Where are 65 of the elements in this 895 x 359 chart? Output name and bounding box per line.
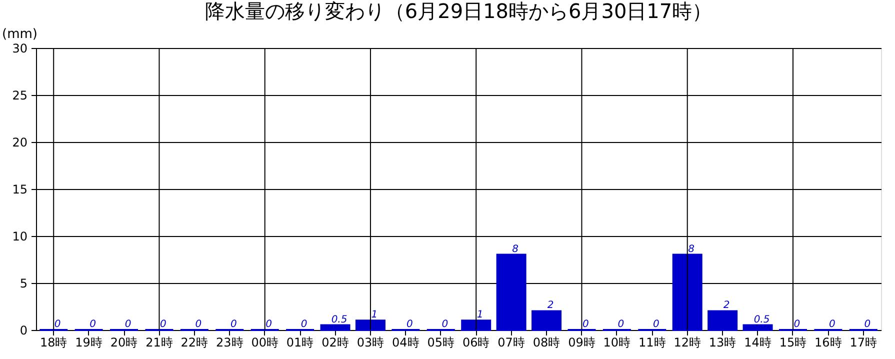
y-tick-label: 20 <box>12 136 28 150</box>
y-tick-label: 25 <box>12 88 28 102</box>
x-tick-label: 09時 <box>568 336 596 350</box>
data-label: 0 <box>195 319 202 330</box>
x-tick-label: 01時 <box>286 336 314 350</box>
data-label: 0 <box>618 319 624 330</box>
x-tick-label: 17時 <box>850 336 878 350</box>
x-tick-label: 07時 <box>498 336 525 350</box>
data-label: 0 <box>652 319 660 330</box>
x-tick-label: 15時 <box>779 336 807 350</box>
data-label: 2 <box>723 300 730 312</box>
data-label: 0 <box>90 319 96 330</box>
data-label: 0 <box>864 319 871 330</box>
x-tick-label: 19時 <box>75 336 102 350</box>
bar <box>532 310 562 331</box>
data-label: 8 <box>512 244 518 255</box>
bar <box>320 324 350 331</box>
y-tick-label: 15 <box>12 182 28 196</box>
data-label: 0 <box>794 319 800 330</box>
data-label: 0 <box>442 319 448 330</box>
chart-title: 降水量の移り変わり（6月29日18時から6月30日17時） <box>204 0 712 23</box>
bar <box>355 320 386 331</box>
y-tick-label: 10 <box>12 230 28 244</box>
x-tick-label: 05時 <box>427 336 455 350</box>
data-label: 0 <box>230 319 237 330</box>
bar <box>708 310 738 331</box>
data-label: 0 <box>829 319 836 330</box>
data-label: 1 <box>476 310 484 321</box>
x-tick-label: 23時 <box>216 336 244 350</box>
x-tick-label: 03時 <box>356 336 384 350</box>
x-tick-label: 08時 <box>532 336 560 350</box>
x-tick-label: 14時 <box>744 336 772 350</box>
data-label: 0 <box>300 319 308 330</box>
x-tick-label: 18時 <box>40 336 68 350</box>
x-tick-label: 02時 <box>322 336 349 350</box>
data-label: 0 <box>406 319 413 330</box>
data-label: 0 <box>582 319 589 330</box>
x-tick-label: 11時 <box>638 336 666 350</box>
y-tick-label: 30 <box>12 42 28 56</box>
data-label: 0 <box>124 319 132 330</box>
bar <box>496 254 526 331</box>
x-tick-label: 13時 <box>708 336 736 350</box>
data-label: 1 <box>371 310 378 321</box>
x-tick-label: 06時 <box>462 336 490 350</box>
x-tick-label: 22時 <box>180 336 208 350</box>
x-tick-label: 04時 <box>392 336 420 350</box>
bar <box>672 254 702 331</box>
data-label: 8 <box>688 244 695 255</box>
data-label: 0 <box>54 319 61 330</box>
x-tick-label: 10時 <box>603 336 631 350</box>
y-tick-label: 0 <box>20 324 28 338</box>
bar <box>461 320 492 331</box>
x-tick-label: 16時 <box>814 336 842 350</box>
x-tick-label: 20時 <box>110 336 138 350</box>
x-tick-label: 12時 <box>674 336 701 350</box>
data-label: 0 <box>266 319 272 330</box>
y-axis-title: (mm) <box>2 27 38 42</box>
data-label: 0 <box>160 319 166 330</box>
data-label: 0.5 <box>331 314 348 326</box>
bar <box>742 324 773 331</box>
x-tick-label: 21時 <box>146 336 173 350</box>
x-tick-label: 00時 <box>251 336 278 350</box>
data-label: 2 <box>547 300 554 312</box>
y-tick-label: 5 <box>20 276 28 290</box>
data-label: 0.5 <box>754 314 770 326</box>
